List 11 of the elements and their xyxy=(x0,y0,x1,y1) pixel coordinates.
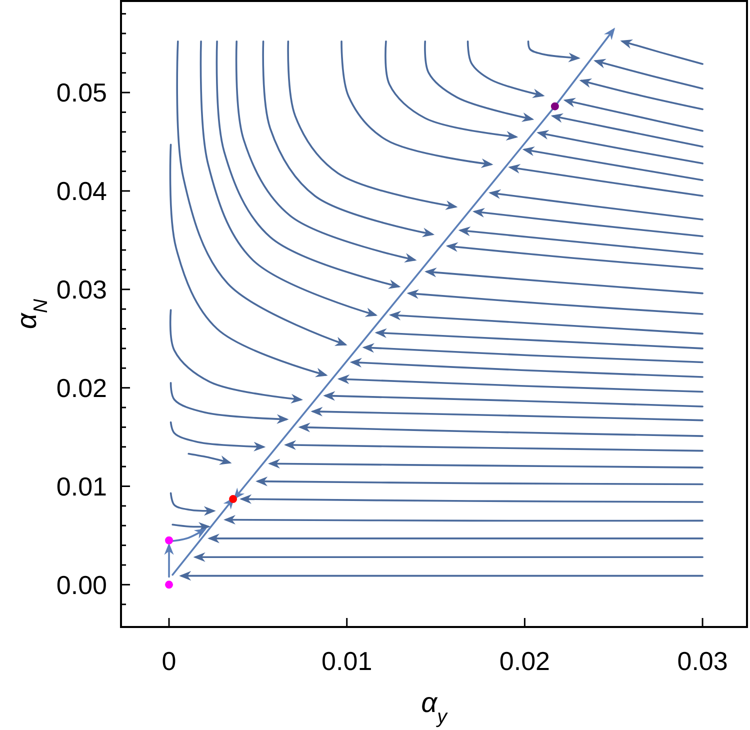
y-tick-label: 0.03 xyxy=(56,274,107,304)
y-tick-label: 0.00 xyxy=(56,570,107,600)
y-tick-label: 0.04 xyxy=(56,176,107,206)
x-tick-label: 0 xyxy=(162,646,176,676)
x-tick-label: 0.02 xyxy=(499,646,550,676)
y-tick-label: 0.02 xyxy=(56,372,107,403)
y-tick-label: 0.05 xyxy=(56,78,107,108)
x-axis-title: α$_{y}$ xyxy=(421,687,448,728)
x-tick-label: 0.03 xyxy=(677,646,728,676)
y-tick-label: 0.01 xyxy=(56,471,107,502)
x-tick-label: 0.01 xyxy=(322,646,372,676)
